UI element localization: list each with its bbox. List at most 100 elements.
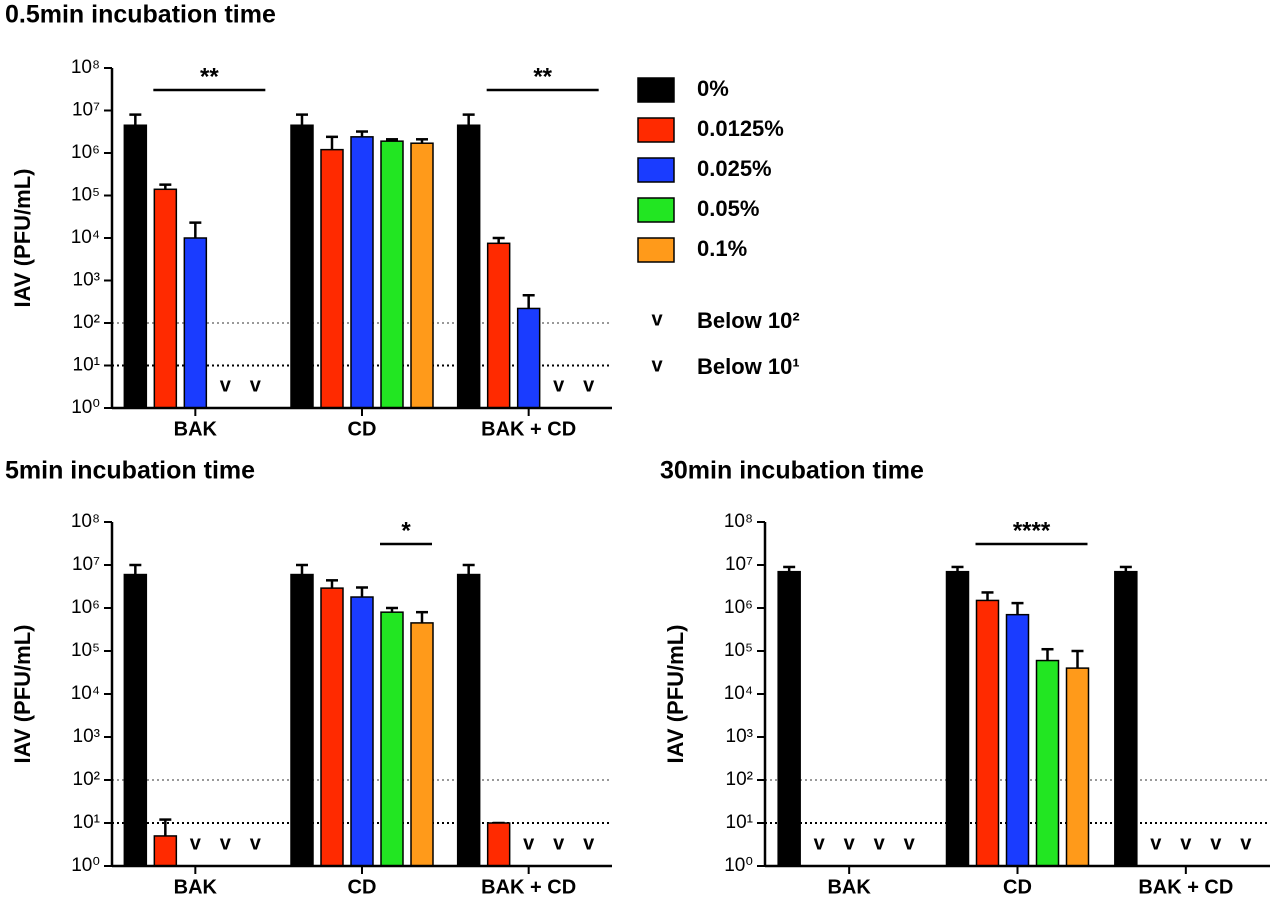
bar (1005, 613, 1030, 867)
below-detection-marker: v (1150, 832, 1162, 854)
chart-title: 30min incubation time (660, 457, 924, 485)
bar (1035, 659, 1060, 867)
bar (320, 587, 344, 867)
legend-symbol: v (651, 354, 663, 376)
y-tick-label: 10⁸ (71, 57, 100, 78)
y-tick-label: 10⁵ (71, 640, 100, 661)
legend-swatch (637, 197, 675, 223)
y-tick-label: 10² (726, 769, 753, 790)
legend-symbol: v (651, 308, 663, 330)
y-axis-label: IAV (PFU/mL) (663, 625, 688, 764)
x-tick-label: CD (1003, 876, 1032, 898)
y-tick-label: 10³ (73, 270, 100, 291)
below-detection-marker: v (523, 832, 535, 854)
y-tick-label: 10⁶ (71, 142, 100, 163)
below-detection-marker: v (250, 832, 262, 854)
y-tick-label: 10³ (73, 726, 100, 747)
y-tick-label: 10⁷ (725, 554, 753, 575)
legend-swatch (637, 117, 675, 143)
y-tick-label: 10⁸ (724, 511, 753, 532)
below-detection-marker: v (220, 832, 232, 854)
below-detection-marker: v (553, 374, 565, 396)
y-tick-label: 10⁵ (71, 185, 100, 206)
y-tick-label: 10⁷ (72, 100, 100, 121)
below-detection-marker: v (844, 832, 856, 854)
x-tick-label: BAK + CD (481, 418, 576, 440)
bar (290, 573, 314, 867)
bar (380, 611, 404, 867)
bar (123, 124, 148, 409)
bar (486, 822, 511, 867)
bar (945, 570, 970, 867)
bar (320, 148, 344, 409)
bar (153, 188, 178, 409)
legend-swatch (637, 237, 675, 263)
below-detection-marker: v (553, 832, 565, 854)
bar (975, 599, 1000, 867)
below-detection-marker: v (1240, 832, 1252, 854)
below-detection-marker: v (583, 374, 595, 396)
bar (153, 835, 178, 867)
y-tick-label: 10² (73, 312, 100, 333)
y-axis-label: IAV (PFU/mL) (10, 625, 35, 764)
legend-label: 0.05% (697, 196, 759, 221)
y-tick-label: 10⁰ (71, 855, 100, 876)
legend-label: Below 10¹ (697, 354, 800, 379)
below-detection-marker: v (583, 832, 595, 854)
bar (410, 622, 434, 867)
y-tick-label: 10⁴ (71, 227, 100, 248)
legend-label: 0% (697, 76, 729, 101)
y-tick-label: 10⁰ (71, 397, 100, 418)
bar (350, 136, 374, 409)
below-detection-marker: v (874, 832, 886, 854)
y-tick-label: 10⁰ (724, 855, 753, 876)
bar (1114, 570, 1138, 867)
significance-label: ** (533, 63, 552, 90)
bar (456, 124, 481, 409)
significance-label: **** (1013, 517, 1051, 544)
below-detection-marker: v (190, 832, 202, 854)
y-tick-label: 10³ (726, 726, 753, 747)
legend-swatch (637, 157, 675, 183)
below-detection-marker: v (814, 832, 826, 854)
bar (123, 573, 148, 867)
y-tick-label: 10⁵ (724, 640, 753, 661)
x-tick-label: BAK + CD (481, 876, 576, 898)
bar (290, 124, 314, 409)
y-tick-label: 10⁶ (71, 597, 100, 618)
y-tick-label: 10¹ (73, 355, 100, 376)
below-detection-marker: v (250, 374, 262, 396)
significance-label: * (401, 517, 411, 544)
bar (380, 140, 404, 409)
y-tick-label: 10⁷ (72, 554, 100, 575)
bar (486, 242, 511, 409)
bar (777, 570, 801, 867)
x-tick-label: CD (348, 876, 377, 898)
y-tick-label: 10⁴ (724, 683, 753, 704)
chart-title: 0.5min incubation time (5, 1, 276, 29)
legend-label: Below 10² (697, 308, 800, 333)
y-tick-label: 10⁸ (71, 511, 100, 532)
legend-label: 0.025% (697, 156, 772, 181)
below-detection-marker: v (220, 374, 232, 396)
y-tick-label: 10⁴ (71, 683, 100, 704)
below-detection-marker: v (1180, 832, 1192, 854)
chart-title: 5min incubation time (5, 457, 255, 485)
significance-label: ** (200, 63, 219, 90)
bar (1065, 667, 1090, 867)
y-tick-label: 10⁶ (724, 597, 753, 618)
y-axis-label: IAV (PFU/mL) (10, 169, 35, 308)
legend-label: 0.0125% (697, 116, 784, 141)
bar (516, 307, 541, 409)
x-tick-label: CD (348, 418, 377, 440)
bar (456, 573, 481, 867)
x-tick-label: BAK + CD (1138, 876, 1233, 898)
legend-swatch (637, 77, 675, 103)
x-tick-label: BAK (174, 418, 218, 440)
y-tick-label: 10¹ (73, 812, 100, 833)
y-tick-label: 10² (73, 769, 100, 790)
x-tick-label: BAK (827, 876, 871, 898)
below-detection-marker: v (904, 832, 916, 854)
y-tick-label: 10¹ (726, 812, 753, 833)
